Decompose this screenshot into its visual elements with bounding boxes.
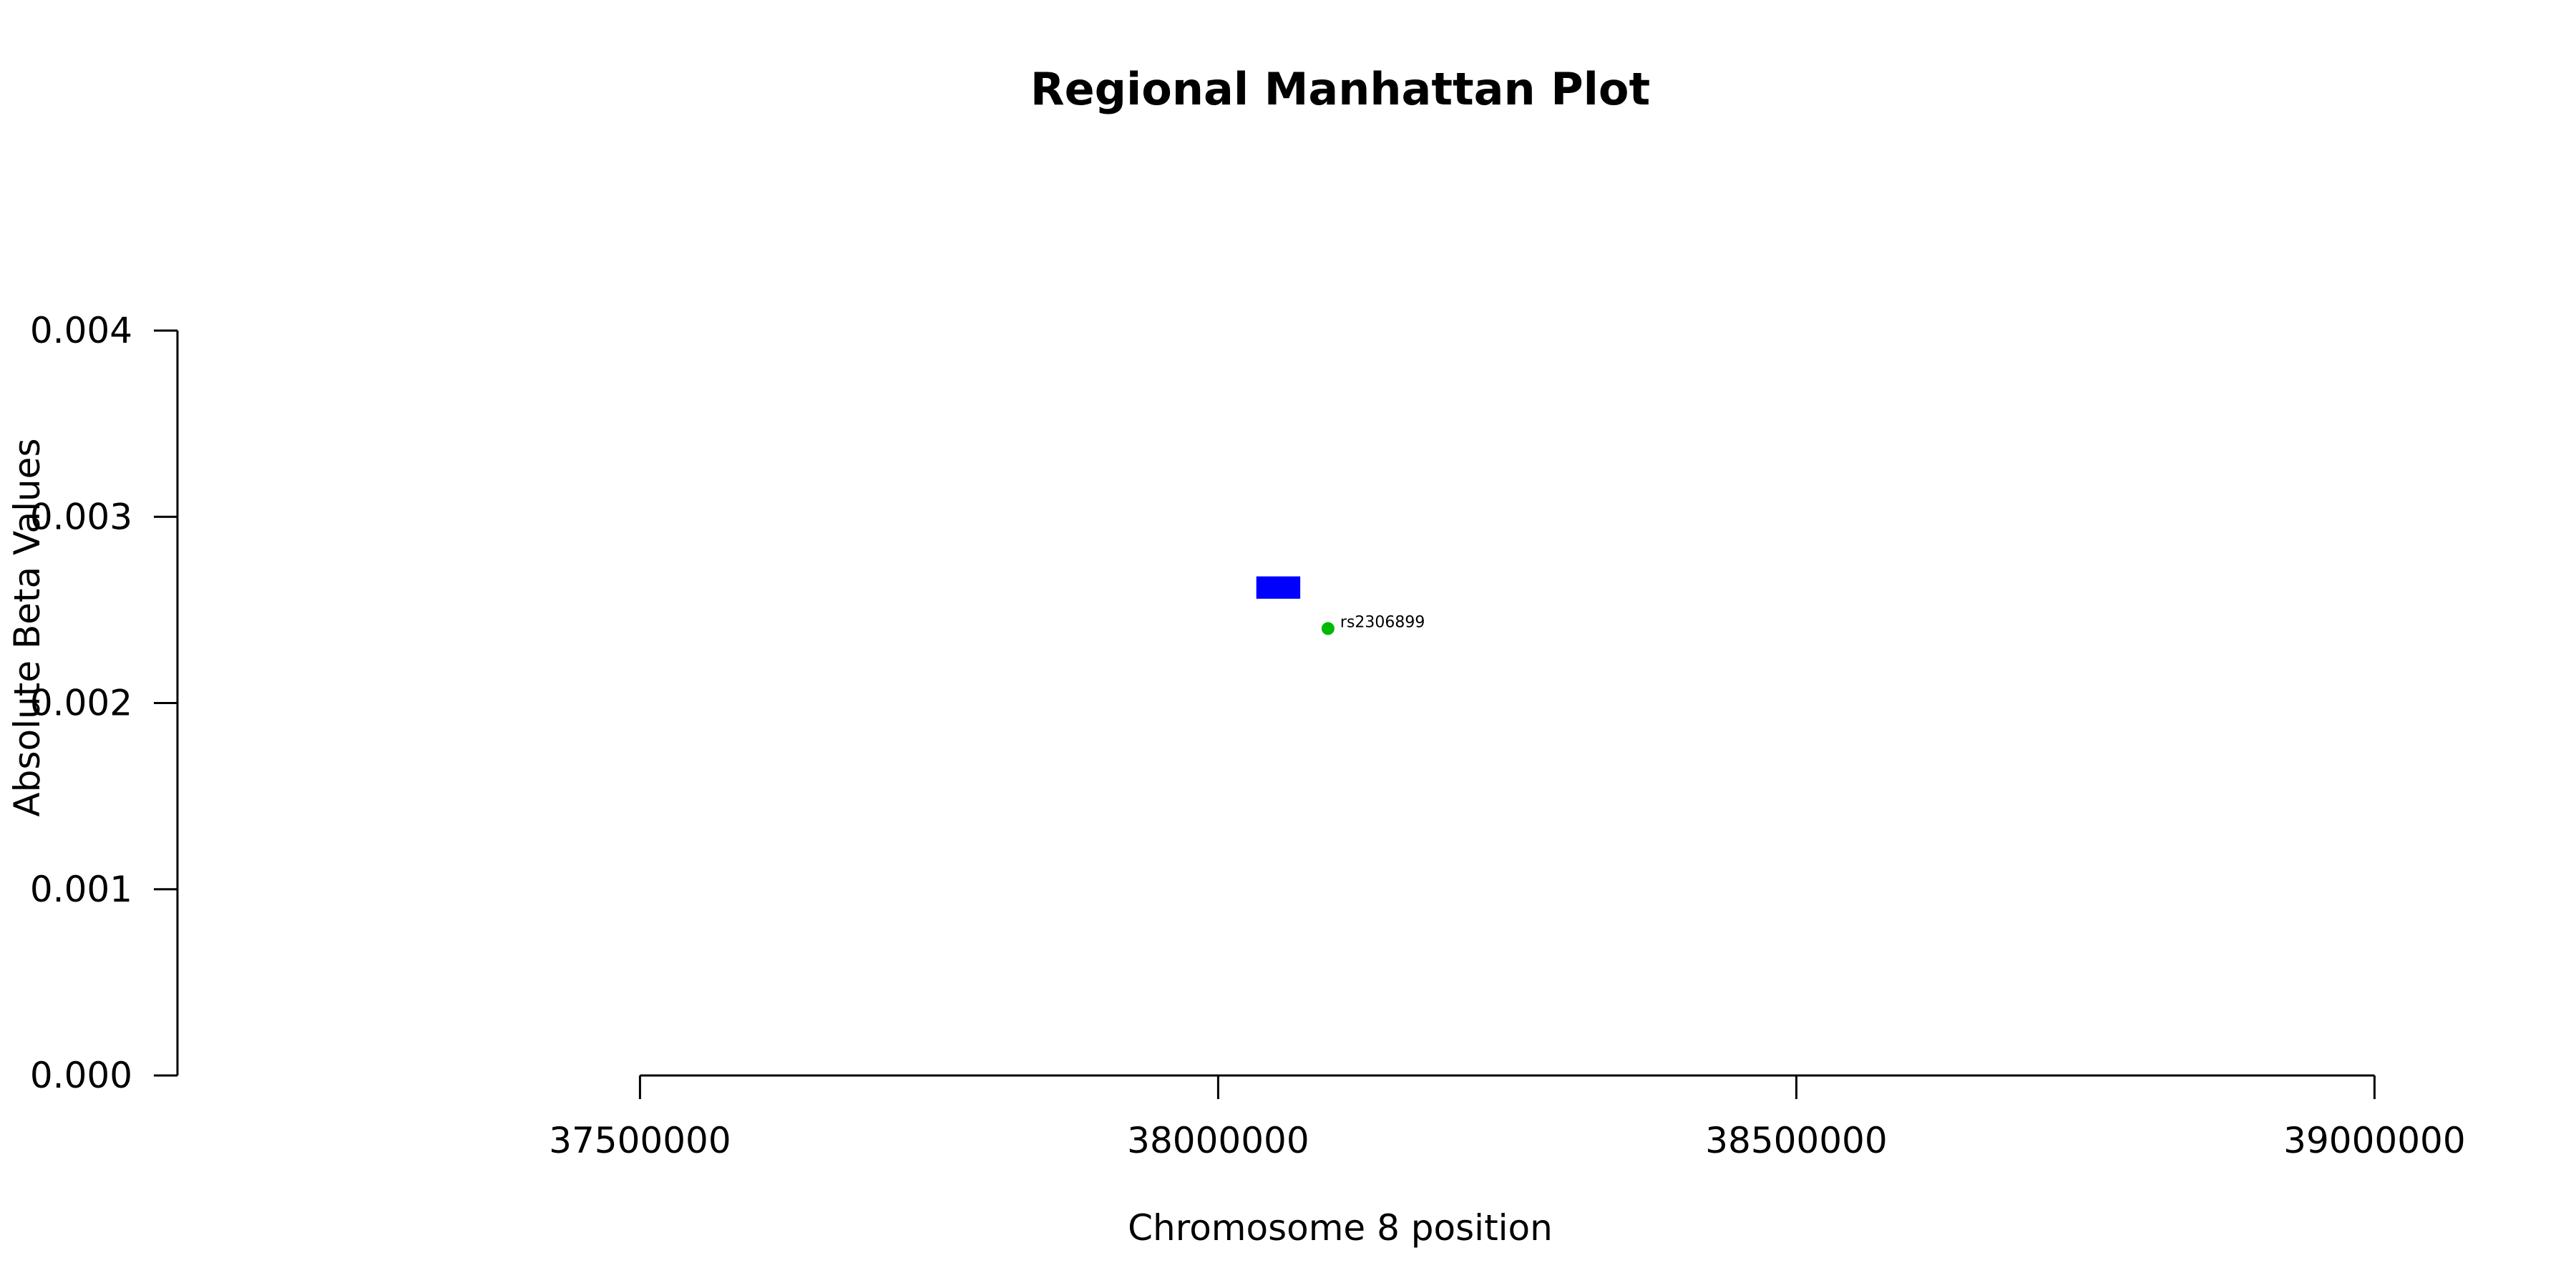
y-tick-label: 0.001 [30, 869, 132, 910]
y-axis-label: Absolute Beta Values [6, 439, 48, 817]
x-tick-label: 39000000 [2283, 1120, 2466, 1161]
y-tick-label: 0.000 [30, 1055, 132, 1096]
snp-point [1321, 622, 1335, 635]
y-tick-label: 0.004 [30, 310, 132, 351]
snp-label: rs2306899 [1340, 613, 1425, 631]
x-tick-label: 37500000 [549, 1120, 731, 1161]
gene-region [1256, 576, 1301, 599]
x-axis-label: Chromosome 8 position [1128, 1207, 1553, 1249]
chart-title: Regional Manhattan Plot [1030, 63, 1650, 115]
plot-marks: rs2306899 [1256, 576, 1425, 635]
x-axis: 37500000 38000000 38500000 39000000 [549, 1074, 2466, 1161]
y-tick-label: 0.002 [30, 683, 132, 724]
x-tick-label: 38000000 [1127, 1120, 1309, 1161]
y-tick-label: 0.003 [30, 496, 132, 537]
x-tick-label: 38500000 [1705, 1120, 1888, 1161]
y-axis: 0.000 0.001 0.002 0.003 0.004 [30, 310, 179, 1096]
